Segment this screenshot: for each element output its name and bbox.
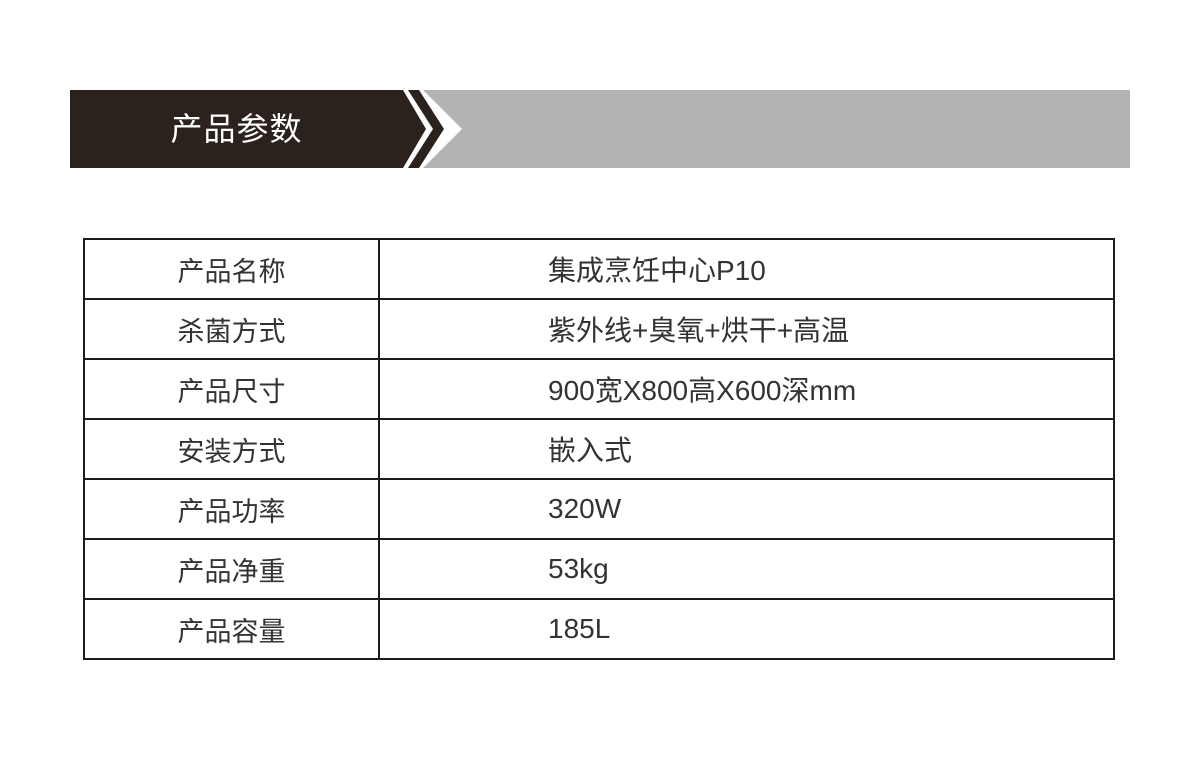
- spec-value: 320W: [548, 493, 622, 524]
- table-row: 产品名称 集成烹饪中心P10: [83, 238, 1115, 300]
- spec-table-body: 产品名称 集成烹饪中心P10 杀菌方式 紫外线+臭氧+烘干+高温 产品尺寸 90…: [83, 238, 1115, 660]
- spec-label: 产品净重: [177, 556, 286, 587]
- spec-value-cell: 900宽X800高X600深mm: [378, 358, 1115, 420]
- spec-value: 嵌入式: [548, 435, 633, 466]
- banner-graphic: [70, 90, 1130, 168]
- spec-value: 53kg: [548, 553, 609, 584]
- chevron-right-icon: [408, 90, 444, 168]
- spec-label: 杀菌方式: [177, 316, 286, 347]
- section-header-banner: 产品参数: [70, 90, 1130, 168]
- table-row: 产品尺寸 900宽X800高X600深mm: [83, 358, 1115, 420]
- table-row: 产品净重 53kg: [83, 538, 1115, 600]
- table-row: 杀菌方式 紫外线+臭氧+烘干+高温: [83, 298, 1115, 360]
- table-row: 安装方式 嵌入式: [83, 418, 1115, 480]
- spec-value-cell: 紫外线+臭氧+烘干+高温: [378, 298, 1115, 360]
- spec-value-cell: 53kg: [378, 538, 1115, 600]
- spec-value-cell: 集成烹饪中心P10: [378, 238, 1115, 300]
- table-row: 产品容量 185L: [83, 598, 1115, 660]
- spec-value: 紫外线+臭氧+烘干+高温: [548, 315, 850, 346]
- spec-label: 产品名称: [177, 256, 286, 287]
- spec-value-cell: 嵌入式: [378, 418, 1115, 480]
- spec-value: 集成烹饪中心P10: [548, 255, 766, 286]
- spec-label-cell: 产品尺寸: [83, 358, 380, 420]
- section-title: 产品参数: [170, 111, 303, 147]
- spec-label-cell: 杀菌方式: [83, 298, 380, 360]
- spec-table: 产品名称 集成烹饪中心P10 杀菌方式 紫外线+臭氧+烘干+高温 产品尺寸 90…: [83, 238, 1115, 660]
- spec-value: 900宽X800高X600深mm: [548, 375, 857, 406]
- banner-dark-block: [70, 90, 426, 168]
- table-row: 产品功率 320W: [83, 478, 1115, 540]
- spec-label-cell: 产品功率: [83, 478, 380, 540]
- spec-label: 产品容量: [177, 616, 286, 647]
- spec-label-cell: 产品净重: [83, 538, 380, 600]
- spec-label: 产品功率: [177, 496, 286, 527]
- spec-label: 安装方式: [177, 436, 286, 467]
- spec-label-cell: 产品名称: [83, 238, 380, 300]
- spec-value-cell: 320W: [378, 478, 1115, 540]
- spec-label-cell: 安装方式: [83, 418, 380, 480]
- banner-gray-bar: [423, 90, 1130, 168]
- spec-label-cell: 产品容量: [83, 598, 380, 660]
- spec-label: 产品尺寸: [177, 376, 286, 407]
- spec-value-cell: 185L: [378, 598, 1115, 660]
- spec-value: 185L: [548, 613, 611, 644]
